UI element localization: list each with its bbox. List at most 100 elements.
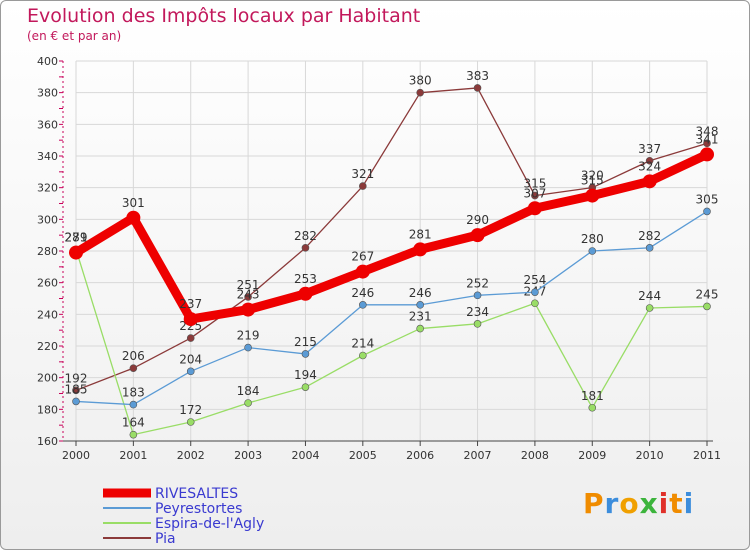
y-tick-label: 360: [37, 118, 58, 131]
data-label-peyrestortes: 215: [294, 335, 317, 349]
series-line-peyrestortes: [75, 210, 708, 406]
data-point-peyrestortes: [703, 207, 711, 216]
data-label-espira-de-l-agly: 234: [466, 305, 489, 319]
data-point-rivesaltes: [413, 242, 428, 257]
chart-subtitle: (en € et par an): [27, 29, 122, 43]
data-label-pia: 315: [523, 177, 546, 191]
data-point-espira-de-l-agly: [244, 399, 252, 407]
data-point-rivesaltes: [241, 302, 256, 317]
data-point-espira-de-l-agly: [645, 304, 654, 312]
data-point-espira-de-l-agly: [186, 418, 195, 426]
legend-label: Pia: [155, 531, 176, 547]
data-label-pia: 192: [65, 371, 88, 385]
data-label-peyrestortes: 254: [523, 273, 546, 287]
data-point-rivesaltes: [527, 201, 542, 216]
data-label-espira-de-l-agly: 181: [581, 389, 604, 403]
y-tick-label: 400: [37, 55, 58, 68]
x-tick-label: 2002: [177, 449, 205, 462]
data-label-espira-de-l-agly: 194: [294, 368, 317, 382]
data-label-pia: 348: [696, 124, 719, 138]
data-label-rivesaltes: 237: [179, 297, 202, 311]
y-tick-label: 380: [37, 87, 58, 100]
data-point-pia: [531, 191, 539, 200]
x-tick-label: 2001: [119, 449, 147, 462]
data-point-pia: [186, 334, 195, 342]
logo-letter: x: [639, 487, 659, 520]
data-label-rivesaltes: 253: [294, 272, 317, 286]
y-tick-label: 160: [37, 435, 58, 448]
data-label-peyrestortes: 252: [466, 276, 489, 290]
data-point-rivesaltes: [700, 147, 714, 162]
data-label-peyrestortes: 282: [638, 229, 661, 243]
x-tick-label: 2008: [521, 449, 549, 462]
data-point-rivesaltes: [642, 174, 657, 189]
data-label-pia: 206: [122, 349, 145, 363]
data-label-pia: 282: [294, 229, 317, 243]
data-point-rivesaltes: [126, 210, 141, 225]
data-point-espira-de-l-agly: [703, 302, 711, 311]
logo-letter: i: [658, 487, 670, 520]
logo-letter: t: [669, 487, 684, 520]
x-tick-label: 2005: [349, 449, 377, 462]
legend-label: RIVESALTES: [155, 486, 238, 502]
data-point-espira-de-l-agly: [588, 403, 597, 412]
data-label-espira-de-l-agly: 245: [696, 287, 719, 301]
series-line-pia: [75, 87, 708, 391]
y-tick-label: 340: [37, 150, 58, 163]
data-label-pia: 321: [351, 167, 374, 181]
data-point-rivesaltes: [355, 264, 370, 279]
data-label-peyrestortes: 219: [237, 329, 260, 343]
y-tick-label: 280: [37, 245, 58, 258]
data-point-pia: [416, 88, 424, 97]
data-point-espira-de-l-agly: [531, 299, 539, 308]
logo-letter: o: [619, 487, 640, 520]
data-label-peyrestortes: 246: [409, 286, 432, 300]
data-point-pia: [301, 244, 310, 252]
data-label-peyrestortes: 185: [65, 382, 88, 396]
data-point-pia: [129, 364, 138, 372]
data-label-rivesaltes: 243: [237, 288, 260, 302]
data-label-rivesaltes: 290: [466, 213, 489, 227]
data-point-peyrestortes: [416, 301, 424, 309]
data-label-pia: 380: [409, 74, 432, 88]
data-point-espira-de-l-agly: [301, 383, 310, 391]
legend-label: Espira-de-l'Agly: [155, 516, 264, 532]
data-point-peyrestortes: [244, 343, 252, 352]
x-tick-label: 2010: [636, 449, 664, 462]
data-label-rivesaltes: 279: [65, 231, 88, 245]
x-tick-label: 2003: [234, 449, 262, 462]
y-tick-label: 200: [37, 372, 58, 385]
data-label-peyrestortes: 204: [179, 352, 202, 366]
data-point-rivesaltes: [183, 312, 198, 327]
data-label-espira-de-l-agly: 164: [122, 416, 145, 430]
x-tick-label: 2011: [693, 449, 721, 462]
logo-letter: i: [683, 487, 695, 520]
data-label-peyrestortes: 246: [351, 286, 374, 300]
data-point-peyrestortes: [301, 350, 310, 358]
data-label-peyrestortes: 305: [696, 192, 719, 206]
series-line-rivesaltes: [71, 149, 712, 324]
x-tick-label: 2000: [62, 449, 90, 462]
data-label-espira-de-l-agly: 281: [65, 230, 88, 244]
data-label-rivesaltes: 315: [581, 174, 604, 188]
data-label-espira-de-l-agly: 214: [351, 337, 374, 351]
data-label-espira-de-l-agly: 172: [179, 403, 202, 417]
data-point-pia: [72, 386, 80, 395]
data-point-espira-de-l-agly: [129, 430, 138, 439]
data-point-peyrestortes: [645, 244, 654, 252]
data-point-rivesaltes: [298, 286, 313, 301]
chart-title: Evolution des Impôts locaux par Habitant: [27, 5, 421, 27]
data-point-peyrestortes: [72, 397, 80, 406]
data-point-espira-de-l-agly: [359, 351, 367, 360]
data-point-pia: [703, 139, 711, 148]
data-point-rivesaltes: [585, 188, 600, 203]
data-label-rivesaltes: 267: [351, 250, 374, 264]
data-point-espira-de-l-agly: [416, 324, 424, 333]
y-tick-label: 240: [37, 308, 58, 321]
data-label-rivesaltes: 301: [122, 196, 145, 210]
data-point-peyrestortes: [588, 247, 597, 255]
logo-letter: r: [604, 487, 620, 520]
x-tick-label: 2004: [291, 449, 319, 462]
data-point-espira-de-l-agly: [473, 320, 482, 328]
